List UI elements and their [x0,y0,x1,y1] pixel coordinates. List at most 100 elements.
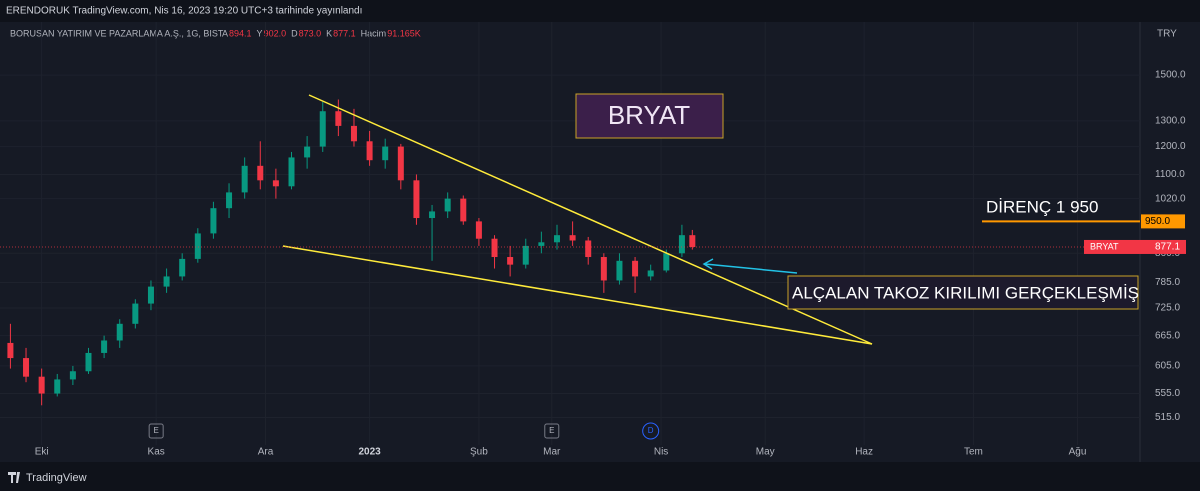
y-tick-label: 725.0 [1155,303,1180,314]
candle-body [101,340,108,353]
symbol-line: BORUSAN YATIRIM VE PAZARLAMA A.Ş., 1G, B… [10,28,224,38]
resistance-tag [1141,214,1185,229]
candle-body [147,286,154,304]
x-tick-label: Ara [258,447,274,458]
last-price-name: BRYAT [1090,241,1119,251]
candle-body [585,240,592,258]
candle-body [632,260,639,277]
candle-body [460,198,467,222]
annotation-box [787,275,1139,310]
event-marker [544,423,560,439]
ohlc-legend: A 894.1 Y 902.0 D 873.0 K 877.1 Hacim 91.165K [222,28,421,38]
candle-body [397,146,404,181]
x-tick-label: Kas [148,447,165,458]
last-price-tag [1084,239,1186,254]
title-box-text: BRYAT [608,100,690,130]
currency: TRY [1157,29,1177,40]
title-box [575,93,724,139]
last-price-label: 877.1 [1155,242,1180,253]
candle-body [335,111,342,126]
trendline-upper [308,94,873,345]
candle-body [7,342,14,359]
candle-body [600,257,607,281]
candle-body [194,233,201,259]
header-bar [0,0,1200,22]
candle-body [366,141,373,161]
logo [8,472,20,483]
legend-label: Y [257,28,263,38]
event-marker [642,422,660,440]
candle-body [319,111,326,147]
y-tick-label: 1500.0 [1155,70,1186,81]
candle-body [304,146,311,158]
y-tick-label: 1200.0 [1155,141,1186,152]
y-tick-label: 785.0 [1155,277,1180,288]
event-label: E [153,426,158,435]
legend-value: 877.1 [333,28,356,38]
y-tick-label: 1100.0 [1155,169,1185,180]
event-marker [148,423,164,439]
x-tick-label: Eki [35,447,49,458]
event-label: D [648,426,654,435]
candle-body [522,245,529,265]
x-tick-label: 2023 [358,447,381,458]
y-tick-label: 555.0 [1155,388,1180,399]
candle-body [210,208,217,234]
candle-body [132,303,139,324]
candle-body [241,165,248,193]
candle-body [616,260,623,281]
candle-body [69,371,76,380]
x-tick-label: Ağu [1069,447,1087,458]
candle-body [38,376,45,394]
legend-value: 873.0 [299,28,322,38]
candle-body [163,276,170,287]
candle-body [116,323,123,341]
candle-body [179,258,186,277]
y-tick-label: 665.0 [1155,330,1180,341]
arrow [702,258,798,274]
candle-body [257,165,264,181]
x-tick-label: May [756,447,775,458]
legend-value: 902.0 [264,28,287,38]
candle-body [475,221,482,239]
legend-value: 894.1 [229,28,252,38]
candle-body [553,235,560,243]
candle-body [507,257,514,265]
y-tick-label: 515.0 [1155,412,1180,423]
candle-body [350,125,357,142]
trendline-lower [282,245,873,345]
resistance-tag-label: 950.0 [1145,216,1170,227]
candle-body [444,198,451,212]
candle-body [647,270,654,277]
y-tick-label: 605.0 [1155,361,1180,372]
candle-body [429,211,436,219]
y-tick-label: 1300.0 [1155,116,1186,127]
candle-body [663,253,670,271]
x-tick-label: Şub [470,447,488,458]
candle-body [85,352,92,372]
candle-body [678,235,685,254]
y-tick-label: 1020.0 [1155,193,1186,204]
candle-body [226,192,233,209]
candle-body [538,242,545,246]
candle-body [689,235,696,248]
candle-body [288,157,295,187]
x-tick-label: Haz [855,447,873,458]
candle-body [491,238,498,258]
candle-body [569,235,576,241]
candle-body [23,358,30,377]
x-tick-label: Nis [654,447,668,458]
annotation: ALÇALAN TAKOZ KIRILIMI GERÇEKLEŞMİŞ [792,283,1139,302]
candle-body [382,146,389,161]
legend-label: A [222,28,228,38]
x-tick-label: Mar [543,447,561,458]
legend-label: D [291,28,298,38]
legend-label: Hacim [361,28,387,38]
legend-value: 91.165K [387,28,421,38]
footer-bar [0,462,1200,491]
header: ERENDORUK TradingView.com, Nis 16, 2023 … [6,6,362,17]
footer: TradingView [26,472,87,484]
x-tick-label: Tem [964,447,983,458]
